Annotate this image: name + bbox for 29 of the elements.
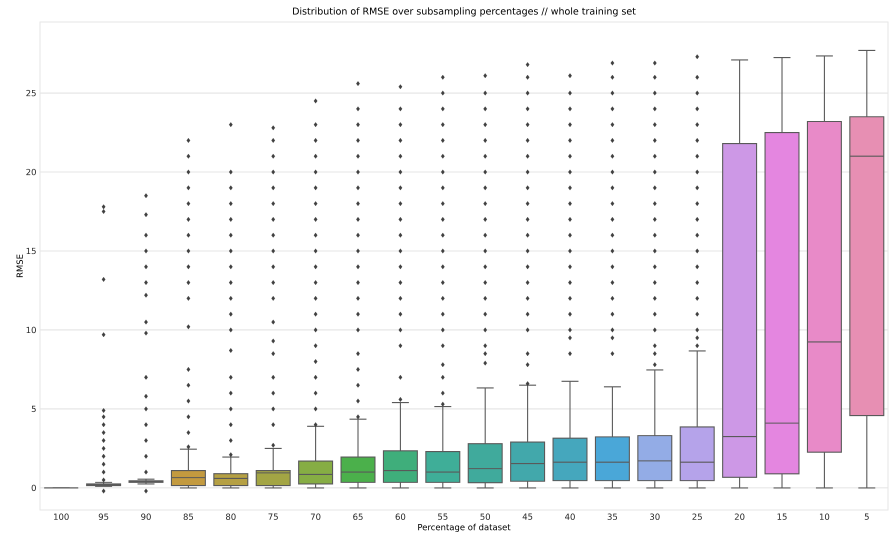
x-tick-label: 45 <box>522 514 532 520</box>
x-tick-label: 70 <box>310 514 320 520</box>
y-tick-label: 10 <box>26 326 36 334</box>
x-tick-label: 85 <box>184 514 194 520</box>
y-axis-title: RMSE <box>16 254 23 278</box>
x-tick-label: 15 <box>778 514 787 520</box>
x-tick-label: 60 <box>396 514 406 520</box>
x-tick-label: 50 <box>480 514 490 520</box>
x-tick-label: 95 <box>98 514 108 520</box>
x-tick-label: 65 <box>353 514 363 520</box>
x-tick-label: 40 <box>565 514 575 520</box>
x-tick-label: 5 <box>864 514 869 520</box>
y-tick-label: 15 <box>26 248 36 254</box>
x-tick-label: 80 <box>226 514 236 520</box>
y-tick-label: 0 <box>32 484 36 492</box>
x-tick-label: 30 <box>650 514 660 520</box>
x-tick-label: 10 <box>820 514 830 520</box>
x-axis-title: Percentage of dataset <box>418 524 510 532</box>
x-tick-label: 100 <box>54 514 69 520</box>
x-tick-label: 35 <box>608 514 618 520</box>
x-tick-label: 20 <box>734 514 744 520</box>
x-tick-label: 25 <box>692 514 702 520</box>
y-tick-label: 25 <box>26 90 36 96</box>
x-tick-label: 90 <box>141 514 151 520</box>
x-tick-label: 55 <box>438 514 448 520</box>
y-tick-label: 5 <box>32 406 36 412</box>
y-tick-label: 20 <box>26 168 36 176</box>
chart-title: Distribution of RMSE over subsampling percentages // whole training set <box>293 7 636 16</box>
x-tick-label: 75 <box>268 514 278 520</box>
